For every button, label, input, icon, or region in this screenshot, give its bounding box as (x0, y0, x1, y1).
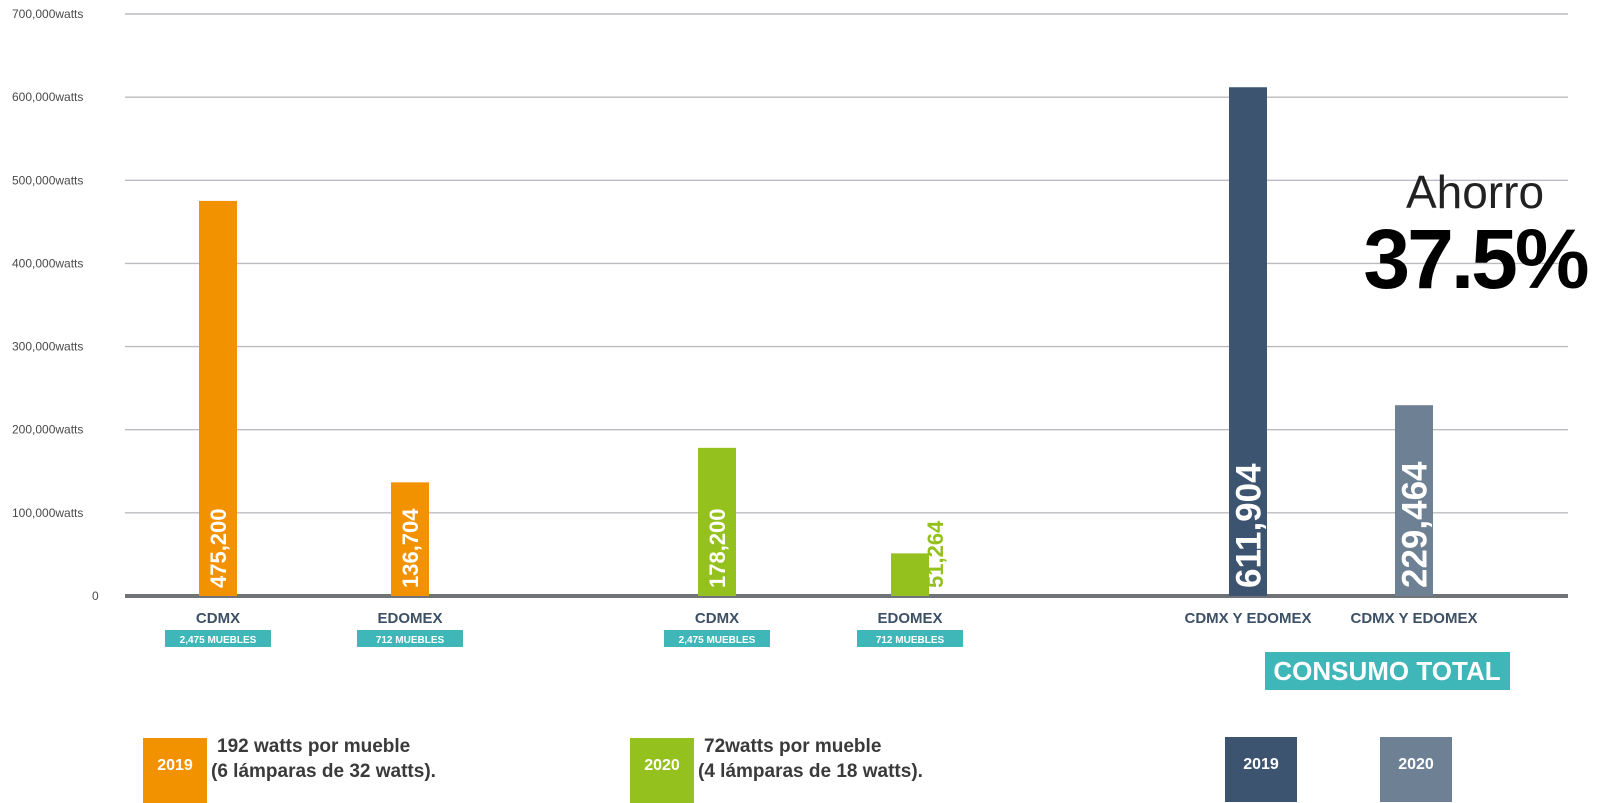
bar (891, 553, 929, 596)
category-label: EDOMEX (877, 610, 942, 627)
legend-swatch (143, 738, 207, 803)
y-tick-label: 100,000watts (12, 506, 83, 520)
y-tick-label: 0 (92, 589, 99, 603)
category-badge (857, 630, 963, 647)
bar (1395, 405, 1433, 596)
category-label: CDMX (196, 610, 240, 627)
consumo-total-text: CONSUMO TOTAL (1273, 656, 1500, 686)
bar-value-label: 136,704 (398, 508, 423, 588)
bar (391, 482, 429, 596)
savings-title: Ahorro (1406, 166, 1544, 218)
legend-swatch (1225, 737, 1297, 802)
bar-value-label: 178,200 (705, 508, 730, 588)
category-labels: CDMX 2,475 MUEBLES EDOMEX 712 MUEBLES CDMX 2,… (165, 610, 1477, 647)
category-badge (165, 630, 271, 647)
legend-year: 2019 (157, 757, 193, 774)
bar-value-label: 611,904 (1230, 463, 1269, 588)
bar (1229, 87, 1267, 596)
y-tick-label: 700,000watts (12, 7, 83, 21)
category-badge-text: 2,475 MUEBLES (180, 635, 257, 646)
y-axis-ticks: 0 100,000watts 200,000watts 300,000watts 400… (12, 7, 99, 603)
y-tick-label: 300,000watts (12, 340, 83, 354)
grid-lines (125, 13, 1568, 598)
legend-swatch (1380, 737, 1452, 802)
y-tick-label: 200,000watts (12, 423, 83, 437)
category-badge (664, 630, 770, 647)
savings-value: 37.5% (1363, 212, 1587, 306)
legend-year: 2020 (644, 757, 680, 774)
category-badge-text: 712 MUEBLES (376, 635, 445, 646)
bar (698, 447, 736, 596)
savings-annotation: Ahorro 37.5% (1363, 166, 1590, 306)
legend: 2019 192 watts por mueble (6 lámparas de 3… (143, 736, 1452, 803)
category-label: EDOMEX (377, 610, 442, 627)
category-label: CDMX Y EDOMEX (1185, 610, 1312, 627)
legend-text-line2: (6 lámparas de 32 watts). (211, 761, 436, 782)
legend-year: 2019 (1243, 756, 1279, 773)
category-label: CDMX Y EDOMEX (1351, 610, 1478, 627)
y-tick-label: 600,000watts (12, 90, 83, 104)
category-badge (357, 630, 463, 647)
bar-value-label: 229,464 (1396, 461, 1435, 588)
consumo-total-badge (1265, 652, 1510, 690)
category-badge-text: 712 MUEBLES (876, 635, 945, 646)
bar-value-label: 475,200 (206, 508, 231, 588)
legend-text-line1: 72watts por mueble (704, 736, 881, 757)
bar (199, 200, 237, 596)
y-tick-label: 400,000watts (12, 256, 83, 270)
consumo-total-group-label: CONSUMO TOTAL (1265, 652, 1510, 690)
bar-value-label: 51,264 (923, 520, 948, 588)
legend-text-line2: (4 lámparas de 18 watts). (698, 761, 923, 782)
legend-swatch (630, 738, 694, 803)
legend-year: 2020 (1398, 756, 1434, 773)
category-label: CDMX (695, 610, 739, 627)
legend-text-line1: 192 watts por mueble (217, 736, 410, 757)
category-badge-text: 2,475 MUEBLES (679, 635, 756, 646)
bars: 475,200 136,704 178,200 51,264 611,904 229,46… (199, 87, 1435, 596)
y-tick-label: 500,000watts (12, 173, 83, 187)
